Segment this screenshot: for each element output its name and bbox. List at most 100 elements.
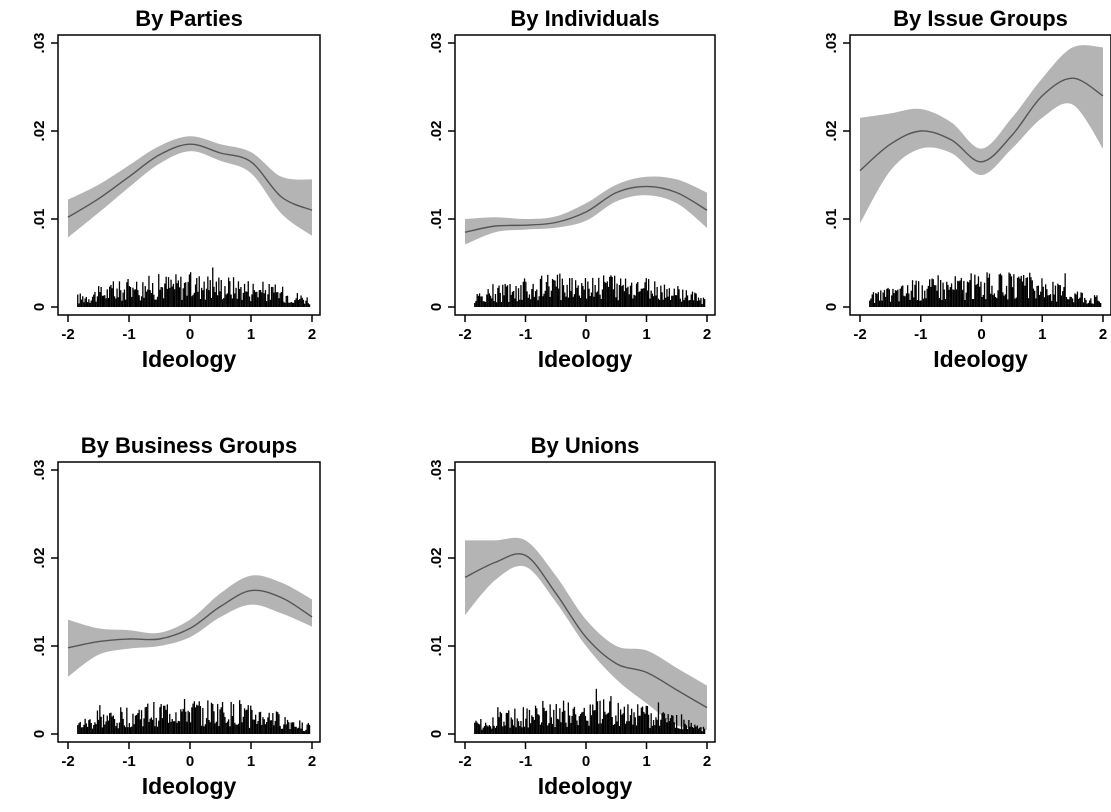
histogram-bar [180, 276, 182, 307]
histogram-bar [284, 717, 286, 734]
x-tick-label: 0 [582, 753, 590, 770]
histogram-bar [615, 715, 617, 734]
histogram-bar [155, 717, 157, 734]
histogram-bar [499, 711, 501, 734]
confidence-band [68, 575, 312, 677]
histogram-bar [504, 725, 506, 734]
histogram-bar [496, 725, 498, 734]
histogram-bar [239, 700, 241, 734]
histogram-bar [183, 282, 186, 307]
x-tick-label: 1 [247, 326, 255, 343]
histogram-bar [214, 723, 216, 734]
histogram-bar [652, 720, 655, 734]
histogram-bar [586, 298, 588, 307]
mean-line [67, 589, 313, 649]
histogram-bar [644, 282, 646, 307]
panel-business-groups: 0 .01 .02 .03 -2 -1 0 1 2 By Business Groups Ideol… [0, 0, 370, 812]
histogram-bar [561, 711, 563, 734]
histogram-bar [79, 721, 81, 734]
histogram-bar [95, 301, 97, 307]
histogram-bar [532, 717, 534, 734]
histogram-bar [149, 290, 151, 307]
histogram-bar [207, 700, 209, 734]
histogram-bar [583, 707, 585, 734]
chart-title: By Unions [531, 433, 640, 458]
histogram-bar [1070, 297, 1072, 307]
x-axis-label: Ideology [142, 346, 237, 372]
histogram-bar [175, 274, 177, 307]
histogram-bar [622, 713, 624, 734]
histogram-bar [78, 303, 80, 307]
histogram-bar [964, 300, 966, 307]
histogram-bar [295, 726, 297, 734]
histogram-bar [236, 298, 238, 307]
histogram-bar [569, 278, 571, 307]
histogram-bar [1096, 295, 1098, 307]
histogram-bar [102, 714, 105, 734]
histogram-bar [482, 301, 484, 307]
histogram-bar [578, 716, 580, 734]
histogram-bar [203, 726, 205, 734]
histogram-bar [505, 286, 507, 307]
histogram-bar [1021, 281, 1024, 307]
histogram-bar [611, 276, 613, 307]
histogram-bar [302, 730, 305, 734]
histogram-bar [987, 277, 989, 307]
histogram-bar [107, 298, 110, 307]
histogram-bar [267, 294, 269, 307]
histogram-bar [542, 296, 544, 307]
histogram-bar [666, 722, 668, 734]
histogram-bar [199, 299, 202, 307]
y-tick-label: .02 [31, 121, 48, 142]
histogram-bar [656, 719, 658, 734]
histogram-bar [204, 299, 206, 307]
histogram-bar [1007, 299, 1009, 307]
histogram-bar [969, 280, 971, 307]
histogram-bar [170, 279, 172, 307]
histogram-bar [887, 287, 889, 307]
histogram-bar [569, 715, 571, 734]
histogram-bar [282, 286, 284, 307]
plot-frame [454, 34, 716, 316]
histogram-bar [277, 712, 279, 734]
histogram-bar [259, 290, 262, 307]
histogram-bar [182, 708, 184, 734]
histogram-bar [88, 720, 90, 734]
histogram-bar [944, 299, 947, 307]
histogram-bar [79, 293, 81, 307]
histogram-bar [693, 728, 695, 734]
histogram-bar [977, 276, 980, 307]
x-tick-label: 0 [186, 753, 194, 770]
x-tick-label: 1 [247, 753, 255, 770]
histogram-bar [661, 713, 663, 734]
histogram-bar [111, 288, 113, 307]
histogram-bar [655, 717, 657, 734]
histogram-bar [158, 720, 160, 734]
histogram-bar [128, 723, 130, 734]
histogram-bar [261, 724, 263, 734]
histogram-bar [178, 721, 181, 734]
histogram-bar [78, 723, 80, 734]
histogram-bar [493, 725, 495, 734]
histogram-bar [886, 288, 888, 307]
histogram-bar [143, 297, 145, 307]
x-tick-label: 2 [1099, 326, 1107, 343]
histogram-bar [690, 294, 692, 307]
y-tick-label: .03 [428, 460, 445, 481]
histogram-bar [228, 719, 230, 734]
histogram-bar [488, 293, 490, 307]
histogram-bar [499, 292, 501, 307]
histogram-bar [305, 729, 307, 734]
histogram-bar [952, 289, 954, 307]
histogram-bar [294, 300, 296, 307]
histogram-bar [581, 712, 583, 734]
histogram-bar [654, 725, 656, 734]
histogram-bar [983, 282, 986, 307]
histogram-bar [539, 724, 542, 734]
histogram-bar [992, 295, 994, 307]
histogram-bar [125, 299, 127, 307]
histogram-bar [294, 726, 296, 734]
histogram-bar [101, 295, 103, 307]
histogram-bar [176, 283, 178, 307]
